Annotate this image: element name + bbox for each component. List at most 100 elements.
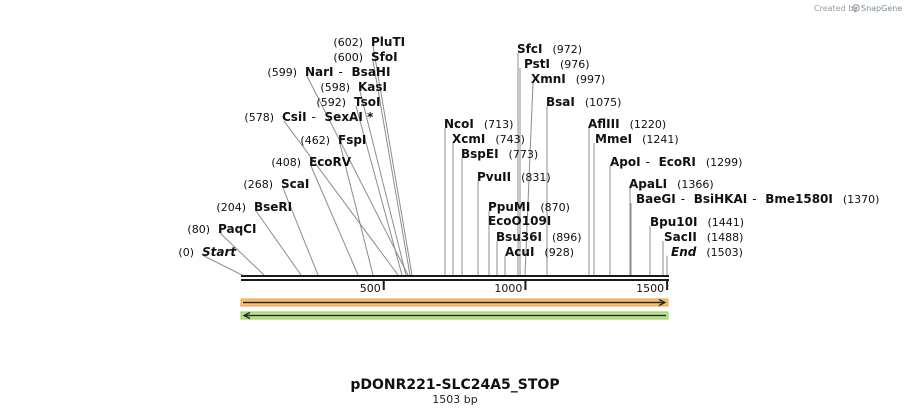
site-label[interactable]: ApoI - EcoRI (1299) bbox=[610, 155, 742, 169]
site-position: (1366) bbox=[677, 178, 714, 191]
site-name: XmnI bbox=[531, 72, 566, 86]
site-position: (1075) bbox=[585, 96, 622, 109]
site-name: BaeGI bbox=[636, 192, 676, 206]
site-position: (1503) bbox=[706, 246, 743, 259]
site-label[interactable]: ApaLI (1366) bbox=[629, 177, 714, 191]
site-name: NarI bbox=[305, 65, 334, 79]
site-name: ScaI bbox=[281, 177, 309, 191]
site-position: (1220) bbox=[630, 118, 667, 131]
site-connector-line bbox=[283, 120, 399, 276]
site-position: (896) bbox=[552, 231, 582, 244]
site-connector-line bbox=[339, 143, 374, 276]
site-label[interactable]: BsaI (1075) bbox=[546, 95, 621, 109]
site-connector-line bbox=[255, 210, 302, 276]
site-name: PluTI bbox=[371, 35, 405, 49]
site-label[interactable]: NarI - BsaHI (599) bbox=[267, 65, 390, 79]
site-name: PvuII bbox=[477, 170, 511, 184]
site-name-separator: - bbox=[646, 155, 650, 169]
site-name: BspEI bbox=[461, 147, 499, 161]
site-label[interactable]: XcmI (743) bbox=[452, 132, 525, 146]
site-label[interactable]: XmnI (997) bbox=[531, 72, 605, 86]
site-name: SfcI bbox=[517, 42, 542, 56]
site-label[interactable]: MmeI (1241) bbox=[595, 132, 679, 146]
arrow-left-icon bbox=[242, 311, 251, 320]
site-label[interactable]: BspEI (773) bbox=[461, 147, 538, 161]
site-position: (773) bbox=[509, 148, 539, 161]
site-name: Bme1580I bbox=[765, 192, 833, 206]
site-name: PpuMI bbox=[488, 200, 530, 214]
site-connector-line bbox=[310, 165, 359, 276]
site-label[interactable]: Start (0) bbox=[178, 245, 237, 259]
site-position: (268) bbox=[243, 178, 273, 191]
site-name: BseRI bbox=[254, 200, 292, 214]
site-name: Start bbox=[202, 245, 237, 259]
site-label[interactable]: EcoRV (408) bbox=[271, 155, 351, 169]
credit-prefix: Created by bbox=[814, 4, 858, 13]
site-name-separator: - bbox=[681, 192, 685, 206]
site-position: (1370) bbox=[843, 193, 880, 206]
ruler: 500 1000 1500 bbox=[360, 281, 669, 295]
site-label[interactable]: SfoI (600) bbox=[333, 50, 397, 64]
site-label[interactable]: CsiI - SexAI * (578) bbox=[244, 110, 374, 124]
site-label[interactable]: AcuI (928) bbox=[505, 245, 574, 259]
site-label[interactable]: ScaI (268) bbox=[243, 177, 309, 191]
credit-brand: SnapGene bbox=[861, 4, 902, 13]
site-position: (204) bbox=[216, 201, 246, 214]
site-label[interactable]: KasI (598) bbox=[320, 80, 387, 94]
site-name: SexAI * bbox=[325, 110, 374, 124]
site-label[interactable]: NcoI (713) bbox=[444, 117, 513, 131]
site-name: TsoI bbox=[354, 95, 380, 109]
site-label[interactable]: SfcI (972) bbox=[517, 42, 582, 56]
snapgene-logo-icon bbox=[852, 4, 860, 12]
site-position: (80) bbox=[187, 223, 210, 236]
site-position: (713) bbox=[484, 118, 514, 131]
site-label[interactable]: FspI (462) bbox=[300, 133, 366, 147]
site-position: (600) bbox=[333, 51, 363, 64]
backbone-bottom-strand bbox=[241, 279, 669, 281]
site-connector-line bbox=[219, 232, 265, 276]
site-connector-line bbox=[524, 82, 534, 276]
site-label[interactable]: AflIII (1220) bbox=[588, 117, 666, 131]
site-label[interactable]: BseRI (204) bbox=[216, 200, 292, 214]
site-label[interactable]: PpuMI (870) bbox=[488, 200, 570, 214]
site-name: EcoRI bbox=[659, 155, 696, 169]
site-position: (997) bbox=[576, 73, 606, 86]
site-position: (743) bbox=[495, 133, 525, 146]
site-label[interactable]: PvuII (831) bbox=[477, 170, 551, 184]
site-position: (831) bbox=[521, 171, 551, 184]
ruler-tick-label: 1000 bbox=[494, 282, 522, 295]
site-name: End bbox=[671, 245, 697, 259]
site-position: (602) bbox=[333, 36, 363, 49]
site-label[interactable]: Bpu10I (1441) bbox=[650, 215, 744, 229]
site-label[interactable]: PaqCI (80) bbox=[187, 222, 256, 236]
site-position: (592) bbox=[316, 96, 346, 109]
site-connector-line bbox=[306, 75, 409, 276]
site-label[interactable]: TsoI (592) bbox=[316, 95, 380, 109]
site-name: FspI bbox=[338, 133, 366, 147]
site-label[interactable]: SacII (1488) bbox=[664, 230, 743, 244]
site-connector-line bbox=[203, 255, 243, 276]
site-name: Bpu10I bbox=[650, 215, 697, 229]
site-label[interactable]: PluTI (602) bbox=[333, 35, 405, 49]
site-label[interactable]: Bsu36I (896) bbox=[496, 230, 582, 244]
site-label[interactable]: End (1503) bbox=[671, 245, 743, 259]
site-name: MmeI bbox=[595, 132, 632, 146]
site-label[interactable]: PstI (976) bbox=[524, 57, 590, 71]
site-label[interactable]: BaeGI - BsiHKAI - Bme1580I (1370) bbox=[636, 192, 879, 206]
feature-forward[interactable] bbox=[240, 298, 669, 307]
site-name: ApoI bbox=[610, 155, 641, 169]
site-name: EcoO109I bbox=[488, 214, 551, 228]
site-position: (598) bbox=[320, 81, 350, 94]
site-name: BsiHKAI bbox=[694, 192, 748, 206]
site-connector-line bbox=[372, 45, 413, 276]
site-name: XcmI bbox=[452, 132, 485, 146]
feature-reverse[interactable] bbox=[240, 311, 669, 320]
site-connector-line bbox=[372, 60, 411, 276]
site-position: (408) bbox=[271, 156, 301, 169]
site-name: SfoI bbox=[371, 50, 398, 64]
site-name: Bsu36I bbox=[496, 230, 542, 244]
site-label[interactable]: EcoO109I bbox=[488, 214, 551, 228]
site-position: (972) bbox=[552, 43, 582, 56]
site-name-separator: - bbox=[312, 110, 316, 124]
site-name: AflIII bbox=[588, 117, 620, 131]
